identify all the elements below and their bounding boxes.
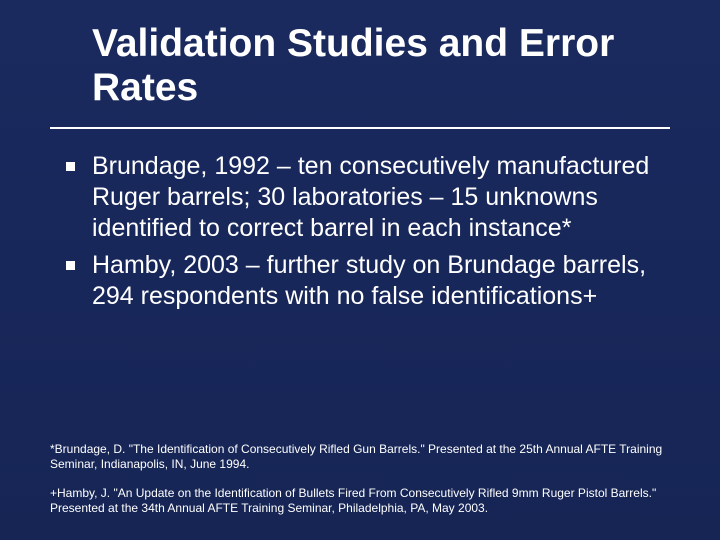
square-bullet-icon xyxy=(66,261,75,270)
bullet-item: Hamby, 2003 – further study on Brundage … xyxy=(60,250,670,312)
slide: Validation Studies and Error Rates Brund… xyxy=(0,0,720,540)
bullet-text: Hamby, 2003 – further study on Brundage … xyxy=(92,251,646,310)
title-underline xyxy=(50,127,670,129)
footnotes: *Brundage, D. "The Identification of Con… xyxy=(50,442,670,516)
bullet-list: Brundage, 1992 – ten consecutively manuf… xyxy=(60,151,670,312)
footnote: +Hamby, J. "An Update on the Identificat… xyxy=(50,486,670,516)
square-bullet-icon xyxy=(66,162,75,171)
bullet-text: Brundage, 1992 – ten consecutively manuf… xyxy=(92,152,649,242)
footnote: *Brundage, D. "The Identification of Con… xyxy=(50,442,670,472)
bullet-item: Brundage, 1992 – ten consecutively manuf… xyxy=(60,151,670,244)
slide-title: Validation Studies and Error Rates xyxy=(92,22,670,109)
